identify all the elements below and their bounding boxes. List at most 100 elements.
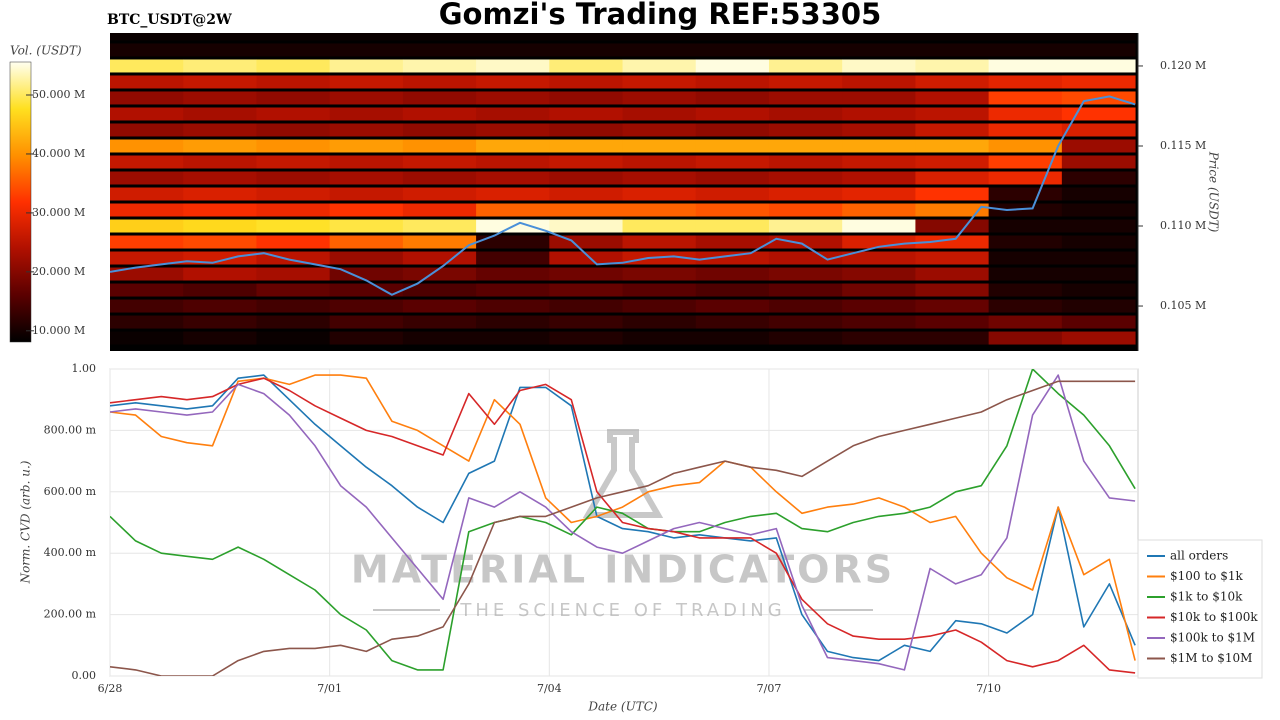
heat-cell <box>768 235 843 249</box>
y-tick-label: 0.00 <box>72 669 97 682</box>
heat-cell <box>183 235 257 249</box>
series-line <box>110 380 1136 676</box>
heat-cell <box>622 331 697 345</box>
heat-cell <box>988 33 1063 41</box>
heat-cell <box>768 187 843 201</box>
watermark-tagline: THE SCIENCE OF TRADING <box>459 600 785 621</box>
heat-cell <box>476 331 550 345</box>
heat-cell <box>183 91 257 105</box>
heat-cell <box>110 171 184 185</box>
heat-cell <box>329 315 404 329</box>
heat-cell <box>549 91 624 105</box>
heat-cell <box>915 315 990 329</box>
heat-cell <box>915 251 990 265</box>
heat-cell <box>1061 331 1136 345</box>
heat-cell <box>988 59 1063 73</box>
heat-cell <box>110 315 184 329</box>
heat-cell <box>476 235 550 249</box>
heat-cell <box>329 219 404 233</box>
heat-cell <box>842 299 916 313</box>
heat-cell <box>549 331 624 345</box>
heat-cell <box>549 123 624 137</box>
heat-cell <box>476 251 550 265</box>
x-tick-label: 7/10 <box>976 682 1001 695</box>
heat-cell <box>842 219 916 233</box>
series-line <box>110 374 1136 671</box>
heat-cell <box>402 107 477 121</box>
heat-cell <box>622 187 697 201</box>
heat-cell <box>695 107 770 121</box>
heat-cell <box>842 283 916 297</box>
heat-cell <box>256 187 331 201</box>
heat-cell <box>549 283 624 297</box>
heat-cell <box>988 331 1063 345</box>
heat-cell <box>695 219 770 233</box>
heat-cell <box>476 59 550 73</box>
page-title: Gomzi's Trading REF:53305 <box>439 0 882 31</box>
heat-cell <box>988 139 1063 153</box>
heat-cell <box>402 59 477 73</box>
heat-cell <box>329 267 404 281</box>
heat-cell <box>988 315 1063 329</box>
heat-cell <box>549 219 624 233</box>
heat-cell <box>110 331 184 345</box>
heat-cell <box>842 315 916 329</box>
heat-cell <box>768 107 843 121</box>
heat-cell <box>695 235 770 249</box>
heat-cell <box>183 171 257 185</box>
heat-cell <box>476 155 550 169</box>
heat-cell <box>183 187 257 201</box>
heat-cell <box>768 75 843 89</box>
series-line <box>110 369 1136 671</box>
heat-cell <box>329 75 404 89</box>
heat-cell <box>915 91 990 105</box>
heat-cell <box>1061 235 1136 249</box>
heat-cell <box>622 299 697 313</box>
heat-cell <box>256 283 331 297</box>
heat-cell <box>695 331 770 345</box>
heat-cell <box>768 251 843 265</box>
heat-cell <box>476 315 550 329</box>
heat-cell <box>476 283 550 297</box>
heat-cell <box>915 203 990 217</box>
heat-cell <box>768 267 843 281</box>
heat-cell <box>549 299 624 313</box>
heat-cell <box>768 283 843 297</box>
y-tick-label: 0.105 M <box>1160 299 1206 312</box>
heat-cell <box>256 267 331 281</box>
heat-cell <box>110 75 184 89</box>
colorbar-tick-label: 40.000 M <box>32 147 85 160</box>
heat-cell <box>842 139 916 153</box>
heat-cell <box>549 187 624 201</box>
heat-cell <box>622 59 697 73</box>
heat-cell <box>988 251 1063 265</box>
heat-cell <box>915 267 990 281</box>
heat-cell <box>183 75 257 89</box>
heat-cell <box>256 139 331 153</box>
legend-label: $10k to $100k <box>1170 610 1258 624</box>
heat-cell <box>622 155 697 169</box>
heat-cell <box>256 315 331 329</box>
heat-cell <box>695 283 770 297</box>
heat-cell <box>988 155 1063 169</box>
heat-cell <box>256 299 331 313</box>
heat-cell <box>695 267 770 281</box>
heat-cell <box>256 107 331 121</box>
heat-cell <box>549 43 624 57</box>
heat-cell <box>695 155 770 169</box>
y-tick-label: 0.115 M <box>1160 139 1206 152</box>
heat-cell <box>622 315 697 329</box>
heat-cell <box>1061 299 1136 313</box>
heat-cell <box>329 155 404 169</box>
heat-cell <box>476 43 550 57</box>
heat-cell <box>402 123 477 137</box>
x-tick-label: 7/01 <box>317 682 342 695</box>
heat-cell <box>110 283 184 297</box>
heat-cell <box>402 219 477 233</box>
heat-cell <box>988 91 1063 105</box>
heat-cell <box>842 123 916 137</box>
heat-cell <box>695 59 770 73</box>
colorbar <box>9 61 32 343</box>
heat-cell <box>402 315 477 329</box>
